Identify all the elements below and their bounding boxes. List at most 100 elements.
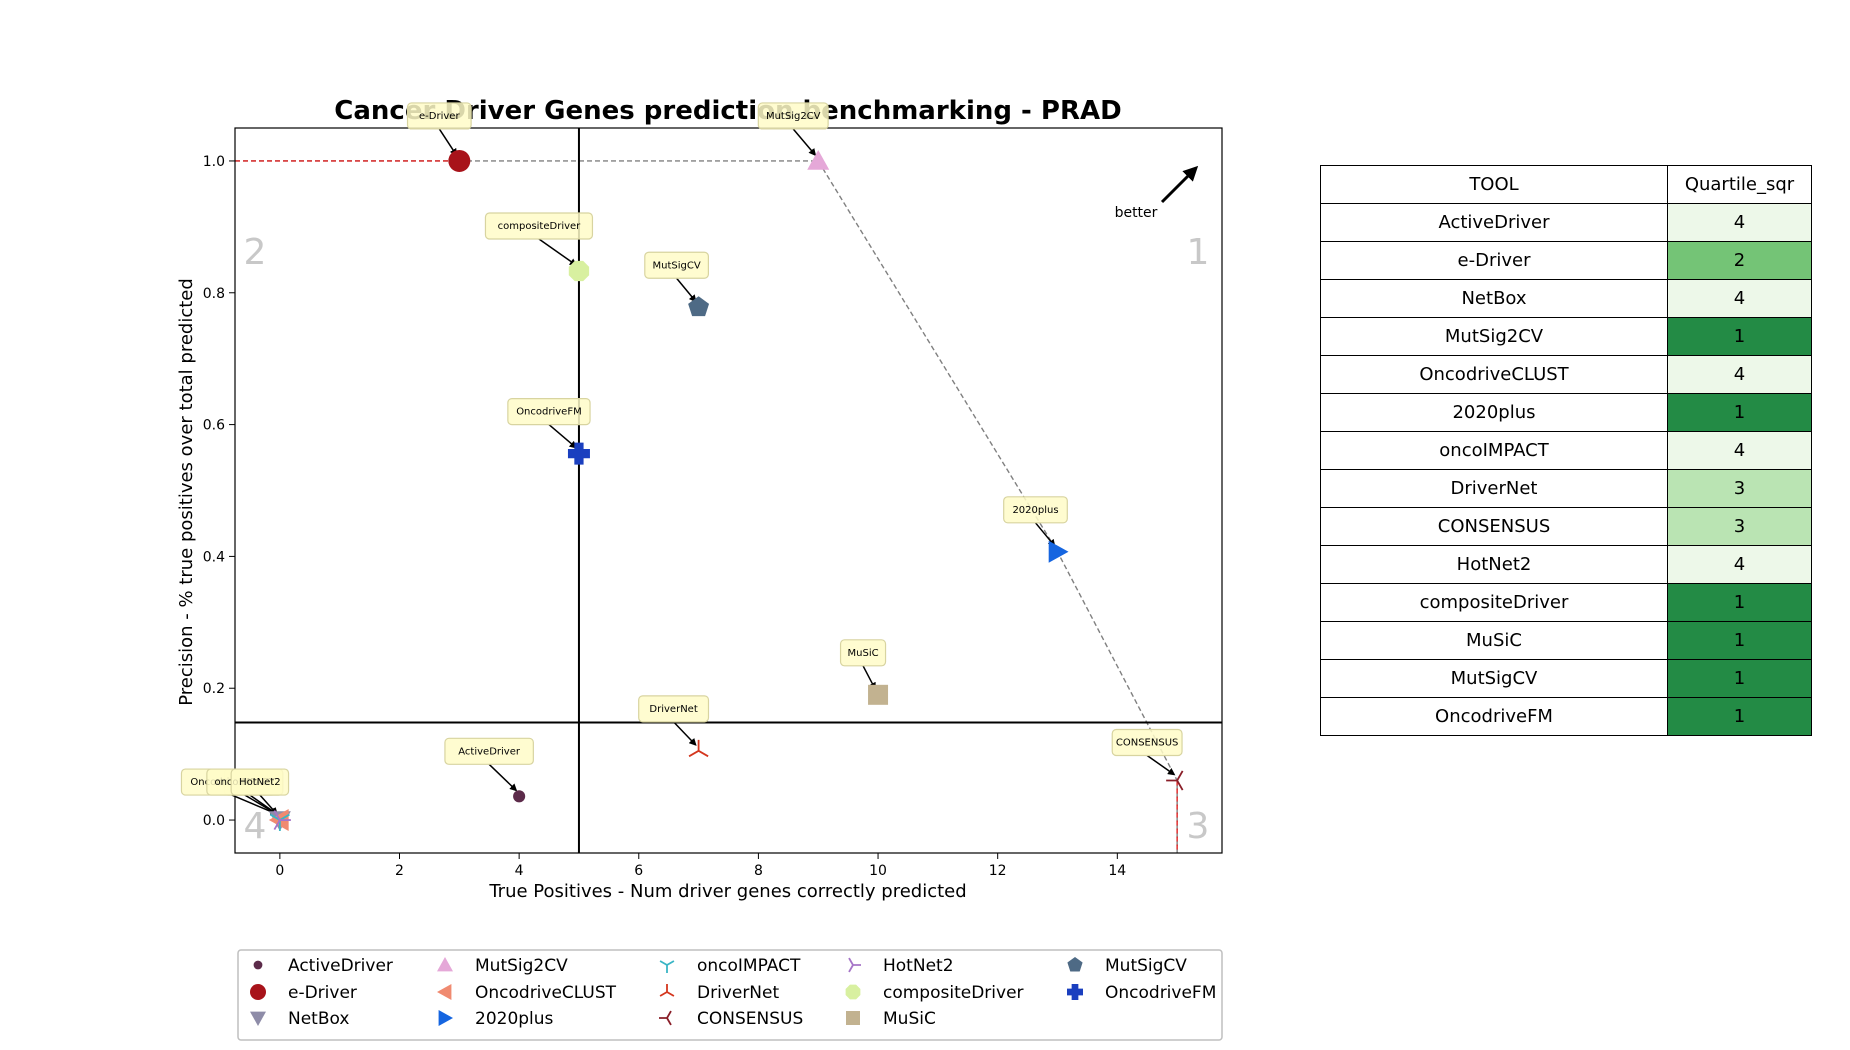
legend-label: 2020plus	[475, 1009, 554, 1029]
legend-label: NetBox	[288, 1009, 349, 1029]
x-tick-label: 6	[634, 863, 643, 879]
table-row: OncodriveFM 1	[1320, 697, 1812, 736]
point-e-Driver	[448, 149, 471, 172]
quadrant-label-1: 1	[1187, 232, 1210, 273]
y-tick-label: 1.0	[203, 154, 225, 170]
y-tick-label: 0.8	[203, 286, 225, 302]
quartile-cell: 3	[1667, 469, 1812, 508]
tool-cell: MuSiC	[1320, 621, 1668, 660]
tool-cell: ActiveDriver	[1320, 203, 1668, 242]
point-MuSiC	[868, 684, 889, 705]
table-row: CONSENSUS 3	[1320, 507, 1812, 546]
x-tick-label: 10	[869, 863, 887, 879]
y-tick-label: 0.4	[203, 549, 225, 565]
x-tick-label: 14	[1108, 863, 1126, 879]
quartile-cell: 1	[1667, 393, 1812, 432]
legend-label: CONSENSUS	[697, 1009, 803, 1029]
annotation-label: MuSiC	[848, 648, 879, 659]
annotation-arrow	[1146, 754, 1176, 776]
annotation-label: compositeDriver	[498, 221, 582, 232]
legend-marker-MuSiC	[846, 1011, 860, 1025]
header-quartile: Quartile_sqr	[1667, 165, 1812, 204]
table-row: MutSigCV 1	[1320, 659, 1812, 698]
tool-cell: OncodriveCLUST	[1320, 355, 1668, 394]
quartile-cell: 4	[1667, 545, 1812, 584]
better-label: better	[1115, 205, 1158, 221]
legend-marker-2020plus	[438, 1010, 453, 1026]
legend-marker-MutSigCV	[1067, 957, 1083, 972]
quartile-table: TOOL Quartile_sqr ActiveDriver 4 e-Driver 2…	[1320, 165, 1812, 736]
annotation-box	[1003, 496, 1068, 524]
legend-label: OncodriveFM	[1105, 983, 1216, 1003]
tool-cell: OncodriveFM	[1320, 697, 1668, 736]
quartile-cell: 1	[1667, 317, 1812, 356]
annotation-label: MutSig2CV	[766, 111, 821, 122]
legend-marker-oncoIMPACT	[659, 960, 675, 973]
point-DriverNet	[688, 739, 709, 758]
annotation-label: CONSENSUS	[1116, 738, 1179, 749]
legend-label: MutSig2CV	[475, 956, 568, 976]
legend-label: MuSiC	[883, 1009, 936, 1029]
y-tick-label: 0.0	[203, 813, 225, 829]
tool-cell: NetBox	[1320, 279, 1668, 318]
point-2020plus	[1048, 540, 1069, 563]
annotation-label: 2020plus	[1012, 505, 1058, 516]
annotation-box	[1111, 728, 1183, 757]
tool-cell: oncoIMPACT	[1320, 431, 1668, 470]
header-tool: TOOL	[1320, 165, 1668, 204]
tool-cell: e-Driver	[1320, 241, 1668, 280]
table-row: HotNet2 4	[1320, 545, 1812, 584]
annotation-arrow	[488, 763, 518, 792]
legend-label: e-Driver	[288, 983, 357, 1003]
legend-marker-DriverNet	[659, 984, 675, 997]
annotation-label: DriverNet	[649, 704, 697, 715]
annotation-label: MutSigCV	[652, 260, 700, 271]
legend-label: compositeDriver	[883, 983, 1024, 1003]
annotation-arrow	[548, 424, 578, 449]
annotation-box	[230, 768, 290, 796]
legend-marker-e-Driver	[250, 984, 266, 1000]
table-header-row: TOOL Quartile_sqr	[1320, 165, 1812, 204]
quadrant-label-3: 3	[1187, 806, 1210, 847]
annotation-box	[484, 212, 594, 240]
legend-box	[237, 949, 1223, 1041]
quartile-cell: 4	[1667, 279, 1812, 318]
table-row: ActiveDriver 4	[1320, 203, 1812, 242]
point-oncoIMPACT	[269, 813, 290, 832]
tool-cell: CONSENSUS	[1320, 507, 1668, 546]
y-tick-label: 0.6	[203, 418, 225, 434]
quartile-cell: 2	[1667, 241, 1812, 280]
legend-marker-MutSig2CV	[437, 957, 453, 972]
legend: ActiveDriver e-Driver NetBox MutSig2CV Oncod…	[237, 949, 1223, 1041]
point-compositeDriver	[568, 260, 590, 282]
annotation-label: e-Driver	[419, 111, 460, 122]
x-tick-label: 8	[754, 863, 763, 879]
point-HotNet2	[273, 810, 291, 831]
y-tick-label: 0.2	[203, 681, 225, 697]
x-tick-label: 2	[395, 863, 404, 879]
annotation-arrow	[438, 128, 458, 157]
quartile-cell: 4	[1667, 203, 1812, 242]
legend-marker-compositeDriver	[845, 984, 861, 1000]
quartile-cell: 1	[1667, 621, 1812, 660]
annotation-label: HotNet2	[239, 777, 280, 788]
annotation-arrow	[538, 238, 578, 266]
annotation-label: OncodriveFM	[516, 407, 582, 418]
x-tick-label: 12	[989, 863, 1007, 879]
tool-cell: MutSig2CV	[1320, 317, 1668, 356]
annotation-box	[644, 251, 709, 279]
annotation-box	[507, 397, 591, 426]
legend-label: ActiveDriver	[288, 956, 393, 976]
quartile-cell: 4	[1667, 431, 1812, 470]
table-row: compositeDriver 1	[1320, 583, 1812, 622]
legend-marker-OncodriveCLUST	[437, 984, 452, 1000]
x-tick-label: 4	[515, 863, 524, 879]
tool-cell: MutSigCV	[1320, 659, 1668, 698]
annotation-arrow	[792, 128, 817, 157]
legend-marker-HotNet2	[848, 957, 861, 973]
table-row: MutSig2CV 1	[1320, 317, 1812, 356]
tool-cell: compositeDriver	[1320, 583, 1668, 622]
quartile-cell: 1	[1667, 583, 1812, 622]
quadrant-label-2: 2	[244, 232, 267, 273]
